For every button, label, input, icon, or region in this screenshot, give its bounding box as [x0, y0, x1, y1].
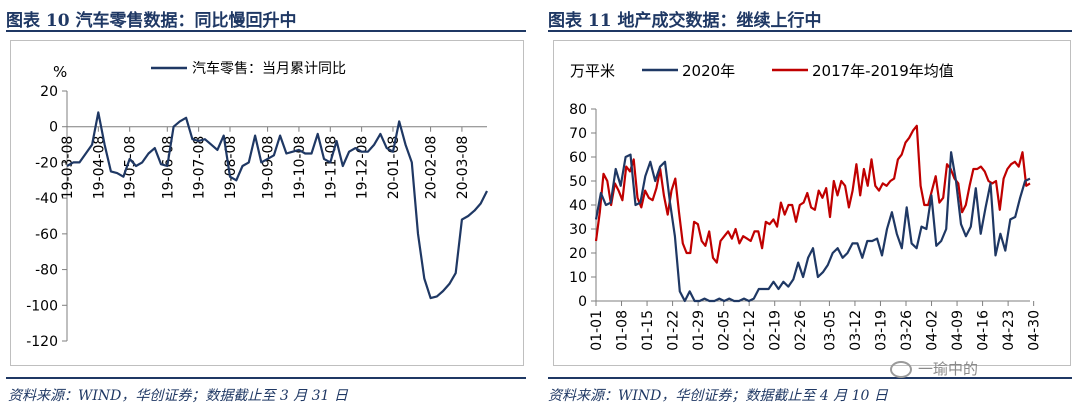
watermark-text: 一瑜中的 [918, 360, 979, 378]
x-tick-label: 20-02-08 [424, 136, 440, 200]
y-tick-label: 30 [569, 222, 587, 238]
x-tick-label: 19-10-08 [292, 136, 308, 200]
x-tick-label: 04-30 [1027, 310, 1043, 351]
title-divider-left [6, 30, 526, 32]
x-tick-label: 01-22 [666, 310, 682, 351]
y-tick-label: -40 [35, 191, 58, 207]
x-tick-label: 04-16 [976, 310, 992, 351]
legend-label-2020: 2020年 [682, 62, 735, 80]
series-line-2020 [594, 151, 1031, 303]
y-tick-label: 80 [569, 102, 587, 118]
x-tick-label: 01-08 [615, 310, 631, 351]
x-tick-label: 03-19 [873, 310, 889, 351]
series-line-avg-2017-2019 [594, 124, 1031, 264]
chart-left-svg: 20 0 -20 -40 -60 -80 -100 -120% 19-03-08 19-04-08… [26, 60, 488, 350]
x-tick-label: 02-05 [717, 310, 733, 351]
x-tick-label: 02-26 [793, 310, 809, 351]
x-tick-label: 04-02 [925, 310, 941, 351]
y-tick-label: 20 [40, 84, 58, 100]
y-tick-label: 50 [569, 174, 587, 190]
chart-right-frame: 80 70 60 50 40 30 20 10 0 01-01 01-08 01-15 01-22 01-… [553, 40, 1071, 366]
y-tick-label: 10 [569, 270, 587, 286]
y-tick-label: -60 [35, 227, 58, 243]
y-tick-label: -80 [35, 263, 58, 279]
y-tick-label: -20 [35, 155, 58, 171]
x-tick-label: 04-09 [950, 310, 966, 351]
y-tick-label: -100 [26, 298, 58, 314]
x-tick-label: 02-19 [768, 310, 784, 351]
x-tick-label: 19-12-08 [355, 136, 371, 200]
x-tick-label: 01-29 [691, 310, 707, 351]
title-divider-right [548, 30, 1072, 32]
x-tick-label: 02-12 [742, 310, 758, 351]
footer-divider-left [6, 377, 526, 379]
source-right: 资料来源：WIND，华创证券；数据截止至 4 月 10 日 [548, 388, 888, 404]
x-tick-label: 20-03-08 [455, 136, 471, 200]
chart-left-title: 图表 10 汽车零售数据：同比慢回升中 [6, 11, 297, 31]
y-tick-label: 40 [569, 198, 587, 214]
x-tick-label: 03-05 [822, 310, 838, 351]
y-tick-label: 0 [578, 294, 587, 310]
chart-left-frame: 20 0 -20 -40 -60 -80 -100 -120% 19-03-08 19-04-08… [10, 40, 524, 366]
x-tick-label: 19-04-08 [91, 136, 107, 200]
chart-right-svg: 80 70 60 50 40 30 20 10 001-01 01-08 01-15 01-22 01-… [569, 62, 1043, 351]
legend-label: 汽车零售：当月累计同比 [192, 60, 346, 77]
legend-label-avg: 2017年-2019年均值 [812, 62, 954, 80]
x-tick-label: 19-11-08 [323, 136, 339, 200]
x-tick-label: 03-12 [848, 310, 864, 351]
y-axis-unit: 万平米 [570, 62, 615, 80]
x-tick-label: 19-09-08 [261, 136, 277, 200]
watermark: 一瑜中的 [890, 358, 978, 379]
y-tick-label: -120 [26, 334, 58, 350]
x-tick-label: 04-23 [1001, 310, 1017, 351]
chart-right-title: 图表 11 地产成交数据：继续上行中 [548, 11, 822, 31]
x-tick-label: 19-03-08 [60, 136, 76, 200]
y-tick-label: 0 [49, 120, 58, 136]
y-tick-label: 60 [569, 150, 587, 166]
y-axis-unit: % [53, 63, 67, 81]
x-tick-label: 01-15 [640, 310, 656, 351]
wechat-icon [890, 361, 912, 378]
x-tick-label: 19-05-08 [123, 136, 139, 200]
y-tick-label: 70 [569, 126, 587, 142]
x-tick-label: 03-26 [899, 310, 915, 351]
x-tick-label: 20-01-08 [386, 136, 402, 200]
series-line-car-retail [66, 111, 488, 300]
source-left: 资料来源：WIND，华创证券；数据截止至 3 月 31 日 [8, 388, 348, 404]
footer-divider-right [548, 377, 1072, 379]
x-tick-label: 19-06-08 [160, 136, 176, 200]
x-tick-label: 19-07-08 [192, 136, 208, 200]
y-tick-label: 20 [569, 246, 587, 262]
x-tick-label: 01-01 [589, 310, 605, 351]
